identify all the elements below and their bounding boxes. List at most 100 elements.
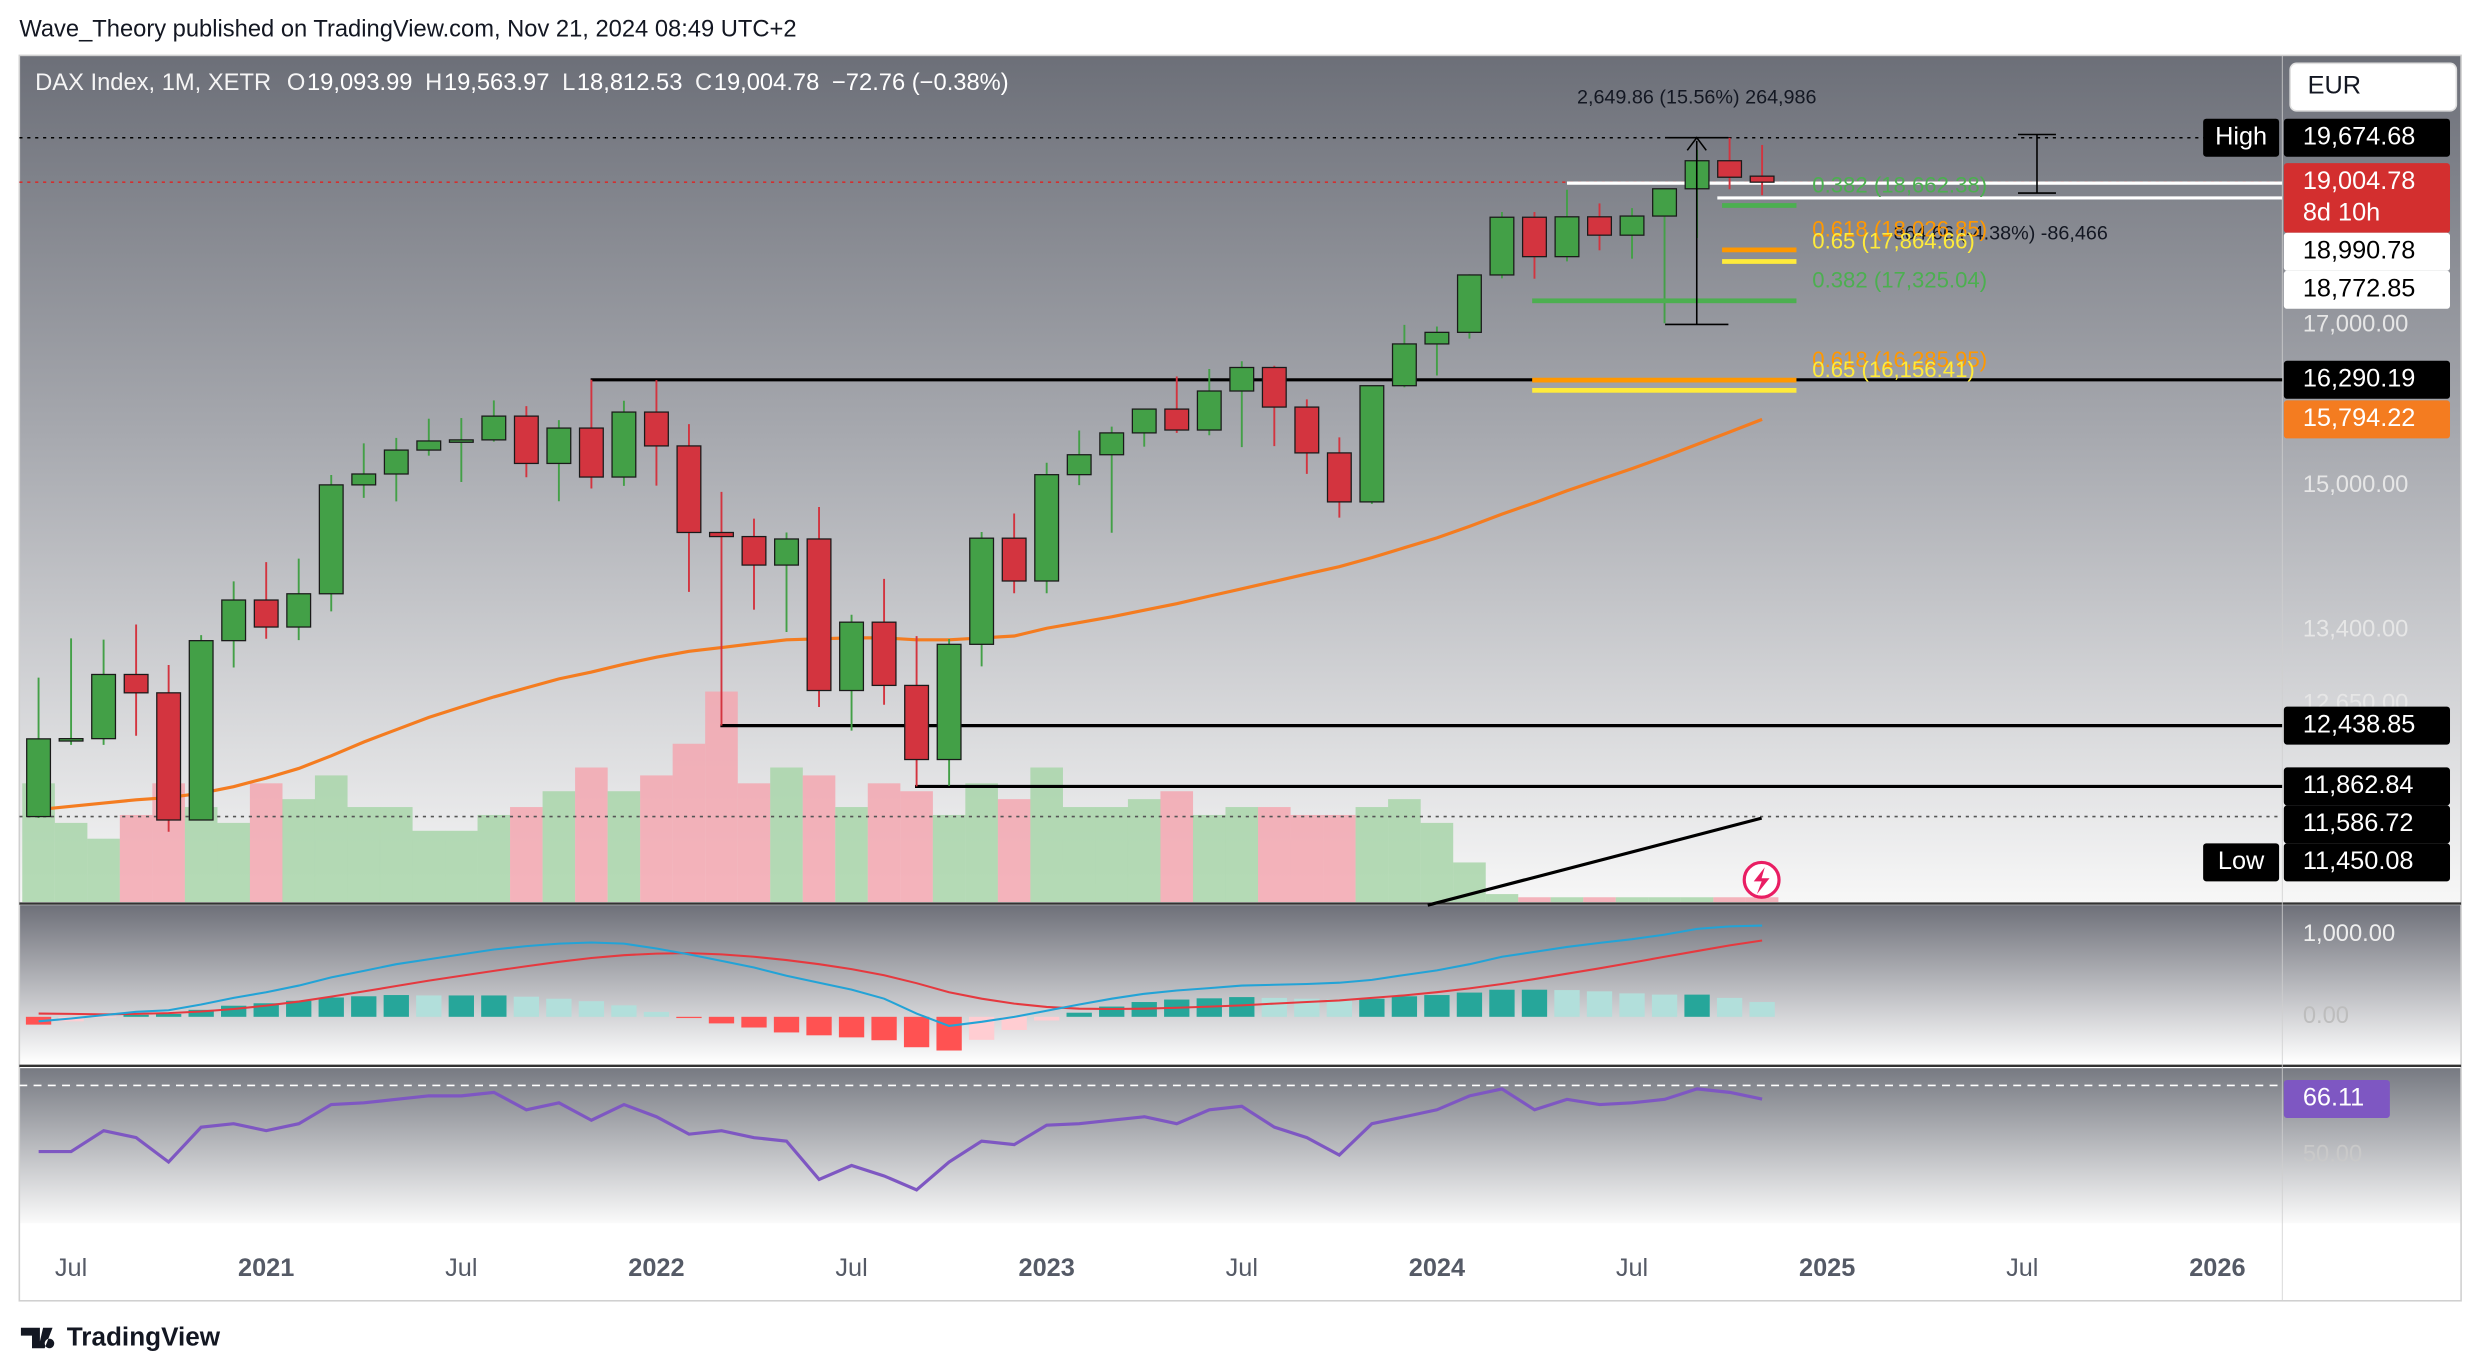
candle-body (1489, 216, 1515, 276)
volume-bar (1745, 897, 1779, 903)
overlay: 2,649.86 (15.56%) 264,986 -864.66 (-4.38… (1427, 86, 2108, 907)
volume-bar (1095, 807, 1129, 903)
macd-histogram-bar (708, 1016, 735, 1024)
legend-value: 19,004.78 (714, 70, 820, 96)
fib-line (1532, 387, 1797, 393)
macd-histogram-bar (1424, 995, 1450, 1017)
volume-bar (1648, 897, 1681, 903)
price-tag-label: 19,674.68 (2303, 122, 2416, 150)
main-plot (19, 136, 2283, 903)
price-tag-label: 18,990.78 (2303, 236, 2416, 264)
x-tick-label: 2025 (1799, 1254, 1855, 1282)
candle-body (1131, 408, 1157, 434)
candle-body (1196, 390, 1222, 431)
volume-bar (217, 822, 250, 903)
price-tag (2283, 270, 2451, 309)
macd-histogram-bar (1554, 990, 1580, 1017)
candle-body (1294, 406, 1320, 454)
legend-value: 18,812.53 (577, 70, 683, 96)
macd-histogram-bar (351, 996, 377, 1017)
fib-line (1532, 377, 1797, 383)
x-tick-label: 2024 (1409, 1254, 1465, 1282)
macd-histogram-bar (1586, 991, 1613, 1017)
price-tag-label: 16,290.19 (2303, 364, 2416, 392)
currency-button-box[interactable] (2289, 62, 2458, 112)
price-tag (2283, 843, 2451, 882)
volume-bar (1680, 897, 1714, 903)
candle-body (1359, 385, 1385, 503)
measure-label: -864.66 (-4.38%) -86,466 (1887, 222, 2108, 244)
volume-bar (997, 799, 1031, 903)
macd-histogram-bar (1749, 1002, 1775, 1017)
price-tag-title: High (2215, 122, 2267, 150)
candle-body (1521, 216, 1547, 258)
legend: DAX Index, 1M, XETR O 19,093.99 H 19,563.97 L… (35, 70, 1009, 96)
candle-body (936, 643, 962, 761)
candle-body (253, 599, 279, 628)
volume-bar (184, 807, 218, 903)
macd-histogram-bar (1456, 992, 1483, 1017)
volume-bar (737, 783, 771, 903)
macd-histogram-bar (643, 1011, 670, 1017)
macd-histogram-bar (871, 1016, 897, 1041)
candle-body (351, 473, 377, 486)
rsi-line (38, 1087, 1763, 1192)
candle-body (1164, 408, 1190, 431)
volume-bar (249, 783, 283, 903)
candle-body (221, 599, 247, 642)
candle-body (806, 538, 832, 692)
measure-label: 2,649.86 (15.56%) 264,986 (1577, 86, 1817, 108)
price-tag (2283, 805, 2451, 844)
candle-body (1456, 274, 1482, 333)
candle-body (546, 427, 572, 465)
x-tick-label: 2021 (238, 1254, 294, 1282)
volume-bar (1192, 814, 1226, 903)
candle-body (156, 692, 182, 821)
macd-histogram-bar (1359, 998, 1385, 1017)
macd-histogram-bar (1391, 996, 1418, 1017)
price-tag-title-box (2203, 118, 2280, 157)
currency-label[interactable]: EUR (2308, 72, 2361, 100)
x-tick-label: Jul (1226, 1254, 1258, 1282)
candle-body (1261, 366, 1287, 408)
price-tag (2283, 232, 2451, 271)
macd-histogram-bar (188, 1009, 214, 1017)
macd-tick-label: 1,000.00 (2303, 921, 2395, 947)
macd-histogram-bar (25, 1016, 52, 1025)
price-tag (2283, 767, 2451, 806)
footer-logo: TradingView (20, 1322, 221, 1352)
fib-label: 0.618 (18,026.85) (1812, 217, 1987, 242)
candle-body (1749, 175, 1775, 183)
volume-bar (1127, 799, 1161, 903)
macd-histogram-bar (448, 995, 474, 1017)
candle-body (1424, 331, 1450, 345)
volume-bar (932, 814, 966, 903)
macd-histogram-bar (1229, 997, 1255, 1017)
volume-bar (477, 814, 511, 903)
legend-key: L (562, 70, 575, 96)
volume-bar (1615, 897, 1649, 903)
candle-body (91, 673, 117, 740)
macd-histogram-bar (1001, 1016, 1027, 1030)
volume-bar (1062, 807, 1096, 903)
x-tick-label: Jul (2006, 1254, 2038, 1282)
candle-body (513, 415, 539, 465)
x-tick-label: Jul (835, 1254, 867, 1282)
fib-line (1532, 298, 1797, 304)
currency-button[interactable]: EUR (2289, 62, 2458, 112)
candle-body (1034, 474, 1060, 582)
candle-body (1391, 343, 1417, 387)
volume-bar (575, 767, 608, 903)
volume-bar (1323, 814, 1356, 903)
candle-body (188, 640, 214, 821)
candle-body (1066, 454, 1092, 476)
x-tick-label: Jul (445, 1254, 477, 1282)
macd-histogram-bar (318, 997, 344, 1017)
candle-body (578, 427, 604, 478)
candle-body (448, 439, 474, 443)
candle-body (676, 445, 702, 534)
fib-label: 0.65 (17,864.66) (1812, 228, 1975, 253)
price-tag-label: 15,794.22 (2303, 404, 2416, 432)
legend-change: −72.76 (−0.38%) (832, 70, 1009, 96)
